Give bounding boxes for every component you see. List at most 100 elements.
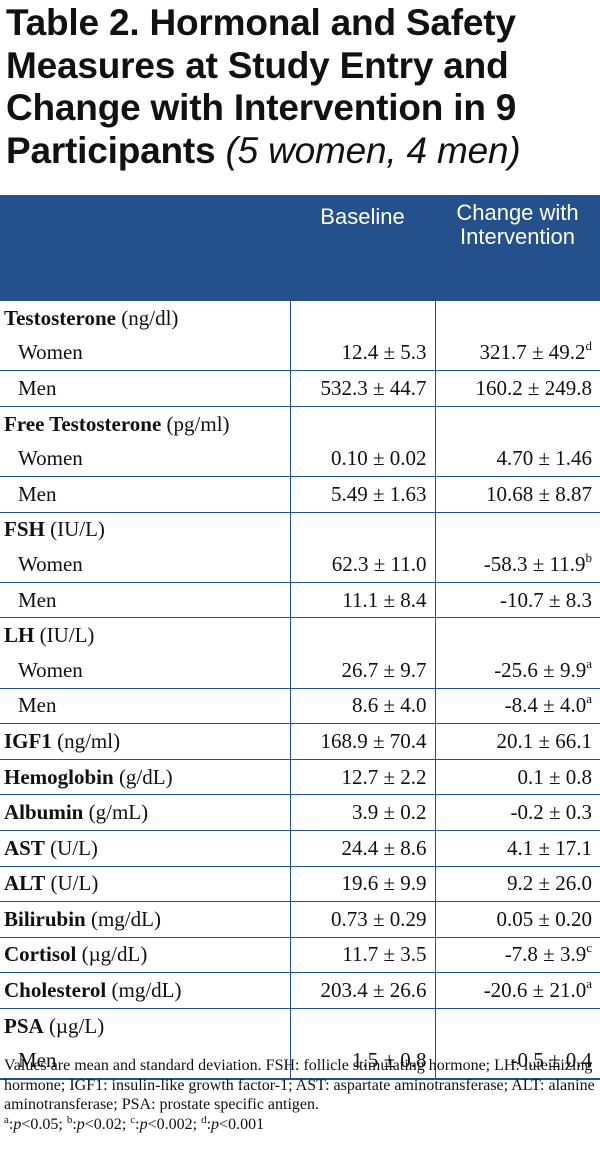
- cell-baseline: 8.6 ± 4.0: [289, 688, 435, 725]
- change-value: -8.4 ± 4.0: [504, 693, 587, 718]
- cell-measure: Men: [0, 370, 290, 407]
- table-row: Testosterone (ng/dl): [0, 301, 600, 336]
- footnote-mark: c: [130, 1113, 136, 1126]
- significance-mark: d: [585, 338, 593, 354]
- hormonal-safety-table: Baseline Change with Intervention Testos…: [0, 195, 600, 1081]
- cell-baseline: 62.3 ± 11.0: [289, 547, 435, 583]
- change-value: 321.7 ± 49.2: [479, 340, 586, 365]
- cell-measure: Men: [0, 582, 290, 619]
- measure-name: AST: [4, 835, 45, 860]
- notes-text: Values are mean and standard deviation. …: [4, 1057, 595, 1113]
- baseline-value: 11.7 ± 3.5: [342, 942, 427, 967]
- baseline-value: 8.6 ± 4.0: [351, 693, 427, 718]
- cell-change: 10.68 ± 8.87: [434, 476, 600, 513]
- cell-baseline: 168.9 ± 70.4: [289, 723, 435, 760]
- measure-name: PSA: [4, 1013, 44, 1038]
- cell-change: 0.1 ± 0.8: [434, 759, 600, 796]
- baseline-value: 26.7 ± 9.7: [341, 657, 427, 682]
- significance-mark: b: [585, 549, 593, 565]
- table-row: Men 8.6 ± 4.0 -8.4 ± 4.0a: [0, 688, 600, 725]
- table-row: AST (U/L) 24.4 ± 8.6 4.1 ± 17.1: [0, 830, 600, 867]
- baseline-value: 203.4 ± 26.6: [320, 978, 427, 1003]
- measure-unit: (U/L): [50, 835, 98, 860]
- table-row: Albumin (g/mL) 3.9 ± 0.2 -0.2 ± 0.3: [0, 794, 600, 831]
- measure-unit: (ng/ml): [57, 728, 121, 753]
- sub-label: Men: [18, 587, 57, 612]
- cell-measure: Bilirubin (mg/dL): [0, 901, 290, 938]
- footnote-mark: d: [201, 1113, 207, 1126]
- measure-name: ALT: [4, 871, 46, 896]
- significance-mark: a: [586, 655, 592, 671]
- change-value: -0.2 ± 0.3: [510, 800, 592, 825]
- measure-unit: (g/dL): [118, 764, 173, 789]
- cell-change: -25.6 ± 9.9a: [434, 652, 600, 689]
- baseline-value: 3.9 ± 0.2: [351, 800, 427, 825]
- cell-change: -7.8 ± 3.9c: [434, 937, 600, 974]
- cell-baseline: 12.4 ± 5.3: [289, 335, 435, 372]
- table-row: Men 532.3 ± 44.7 160.2 ± 249.8: [0, 370, 600, 407]
- cell-baseline: [289, 301, 435, 336]
- cell-baseline: 3.9 ± 0.2: [289, 794, 435, 831]
- change-value: 20.1 ± 66.1: [496, 728, 592, 753]
- footnote-text: p<0.001: [211, 1115, 265, 1133]
- cell-change: [434, 512, 600, 548]
- change-value: 4.70 ± 1.46: [496, 446, 592, 471]
- table-title: Table 2. Hormonal and Safety Measures at…: [0, 0, 600, 172]
- cell-baseline: 11.1 ± 8.4: [289, 582, 435, 619]
- change-value: 0.05 ± 0.20: [496, 906, 592, 931]
- cell-change: 160.2 ± 249.8: [434, 370, 600, 407]
- cell-measure: PSA (µg/L): [0, 1008, 290, 1043]
- cell-measure: Men: [0, 1043, 290, 1081]
- measure-unit: (µg/dL): [81, 942, 148, 967]
- sub-label: Men: [18, 693, 57, 718]
- cell-baseline: 203.4 ± 26.6: [289, 972, 435, 1009]
- measure-unit: (U/L): [50, 871, 99, 896]
- measure-unit: (mg/dL): [111, 978, 182, 1003]
- table-body: Testosterone (ng/dl) Women 12.4 ± 5.3 321.7…: [0, 301, 600, 1081]
- cell-change: -0.2 ± 0.3: [434, 794, 600, 831]
- sub-label: Women: [18, 551, 83, 576]
- cell-change: -20.6 ± 21.0a: [434, 972, 600, 1009]
- measure-unit: (ng/dl): [121, 305, 179, 330]
- cell-baseline: 26.7 ± 9.7: [289, 652, 435, 689]
- cell-measure: Women: [0, 335, 290, 372]
- change-value: -25.6 ± 9.9: [494, 657, 587, 682]
- cell-measure: Women: [0, 441, 290, 477]
- cell-change: 321.7 ± 49.2d: [434, 335, 600, 372]
- measure-unit: (IU/L): [39, 623, 95, 648]
- baseline-value: 12.7 ± 2.2: [341, 764, 427, 789]
- measure-name: Free Testosterone: [4, 411, 162, 436]
- table-row: LH (IU/L): [0, 617, 600, 653]
- cell-measure: Testosterone (ng/dl): [0, 301, 290, 336]
- table-row: Women 12.4 ± 5.3 321.7 ± 49.2d: [0, 335, 600, 372]
- measure-name: IGF1: [4, 728, 52, 753]
- change-value: 0.1 ± 0.8: [517, 764, 592, 789]
- cell-baseline: 19.6 ± 9.9: [289, 866, 435, 903]
- change-value: 160.2 ± 249.8: [475, 375, 592, 400]
- cell-change: 9.2 ± 26.0: [434, 866, 600, 903]
- baseline-value: 5.49 ± 1.63: [330, 481, 427, 506]
- cell-baseline: 12.7 ± 2.2: [289, 759, 435, 796]
- sub-label: Women: [18, 340, 83, 365]
- change-value: -7.8 ± 3.9: [504, 942, 587, 967]
- cell-measure: FSH (IU/L): [0, 512, 290, 547]
- cell-baseline: 1.5 ± 0.8: [289, 1043, 435, 1081]
- measure-name: FSH: [4, 517, 45, 542]
- cell-measure: LH (IU/L): [0, 618, 290, 653]
- change-value: 4.1 ± 17.1: [506, 835, 592, 860]
- baseline-value: 19.6 ± 9.9: [341, 871, 427, 896]
- baseline-value: 532.3 ± 44.7: [320, 375, 427, 400]
- table-row: Cholesterol (mg/dL) 203.4 ± 26.6 -20.6 ± 2…: [0, 972, 600, 1009]
- footnotes: a:p<0.05; b:p<0.02; c:p<0.002; d:p<0.001: [4, 1113, 265, 1133]
- table-title-main: Table 2. Hormonal and Safety Measures at…: [6, 2, 517, 171]
- significance-mark: a: [586, 976, 592, 992]
- cell-baseline: 24.4 ± 8.6: [289, 830, 435, 867]
- table-row: IGF1 (ng/ml) 168.9 ± 70.4 20.1 ± 66.1: [0, 723, 600, 760]
- table-row: Free Testosterone (pg/ml): [0, 406, 600, 442]
- measure-unit: (mg/dL): [90, 906, 161, 931]
- cell-change: 20.1 ± 66.1: [434, 723, 600, 760]
- sub-label: Men: [18, 481, 57, 506]
- cell-measure: ALT (U/L): [0, 866, 290, 903]
- table-row: Cortisol (µg/dL) 11.7 ± 3.5 -7.8 ± 3.9c: [0, 937, 600, 974]
- measure-name: Bilirubin: [4, 906, 86, 931]
